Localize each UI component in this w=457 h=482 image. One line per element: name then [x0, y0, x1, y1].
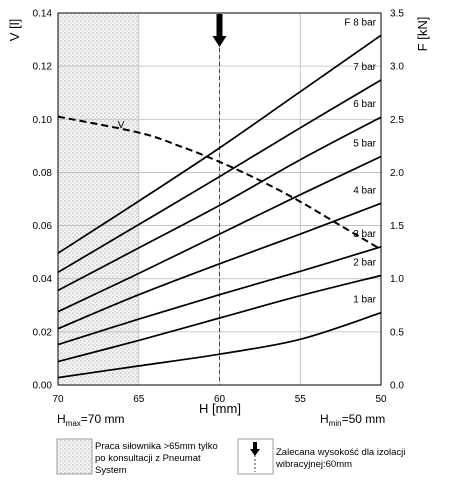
y-left-tick-label: 0.10: [33, 115, 53, 126]
y-left-tick-label: 0.02: [33, 327, 53, 338]
force-curve-label: 7 bar: [353, 62, 376, 73]
force-curve-label: F 8 bar: [344, 17, 376, 28]
force-curve: [57, 155, 382, 313]
volume-curve-label: V: [118, 120, 125, 131]
y-right-tick-label: 2.5: [390, 115, 404, 126]
force-curve: [57, 311, 382, 379]
x-tick-label: 55: [295, 394, 307, 405]
force-curve-label: 5 bar: [353, 138, 376, 149]
y-right-tick-label: 3.0: [390, 62, 404, 73]
y-left-tick-label: 0.12: [33, 62, 53, 73]
x-tick-label: 60: [214, 394, 226, 405]
force-curve-label: 6 bar: [353, 99, 376, 110]
left-axis-ticks: 0.00 0.02 0.04 0.06 0.08 0.10 0.12 0.14: [33, 9, 53, 392]
force-curves: 1 bar 2 bar 3 bar 4 bar 5 bar 6 bar 7 bar F 8 b…: [57, 17, 382, 379]
x-axis-ticks: 70 65 60 55 50: [52, 394, 387, 405]
y-right-tick-label: 0.5: [390, 327, 404, 338]
y-left-tick-label: 0.06: [33, 221, 53, 232]
hmax-label: Hmax=70 mm: [57, 412, 124, 428]
force-curve: [57, 274, 382, 363]
legend-hatched-text: Praca siłownika >65mm tylko po konsultac…: [95, 441, 218, 476]
legend-arrow-icon: [250, 442, 260, 456]
y-left-tick-label: 0.08: [33, 168, 53, 179]
force-curve-label: 4 bar: [353, 185, 376, 196]
force-curve: [57, 245, 382, 346]
y-left-tick-label: 0.14: [33, 9, 53, 20]
x-tick-label: 70: [52, 394, 64, 405]
right-axis-ticks: 0.0 0.5 1.0 1.5 2.0 2.5 3.0 3.5: [390, 9, 404, 392]
force-curve: [57, 34, 382, 254]
y-right-tick-label: 3.5: [390, 9, 404, 20]
hmin-label: Hmin=50 mm: [320, 412, 385, 428]
volume-curve: [57, 115, 382, 251]
y-right-axis-label: F [kN]: [415, 17, 430, 52]
force-curve: [57, 116, 382, 292]
y-right-tick-label: 2.0: [390, 168, 404, 179]
force-curve: [57, 202, 382, 330]
legend-arrow-text: Zalecana wysokość dla izolacji wibracyjn…: [276, 447, 406, 470]
y-left-tick-label: 0.04: [33, 274, 53, 285]
x-axis-label: H [mm]: [199, 401, 241, 416]
y-left-tick-label: 0.00: [33, 381, 53, 392]
y-right-tick-label: 0.0: [390, 381, 404, 392]
x-tick-label: 65: [133, 394, 145, 405]
force-curve-label: 3 bar: [353, 229, 376, 240]
hatched-region: [58, 13, 139, 385]
legend-hatch-swatch: [56, 438, 93, 475]
y-right-tick-label: 1.0: [390, 274, 404, 285]
y-left-axis-label: V [l]: [7, 19, 22, 41]
force-curve-label: 2 bar: [353, 258, 376, 269]
y-right-tick-label: 1.5: [390, 221, 404, 232]
force-curve: [57, 79, 382, 274]
recommended-height-arrow: [212, 14, 227, 47]
x-tick-label: 50: [375, 394, 387, 405]
force-curve-label: 1 bar: [353, 295, 376, 306]
